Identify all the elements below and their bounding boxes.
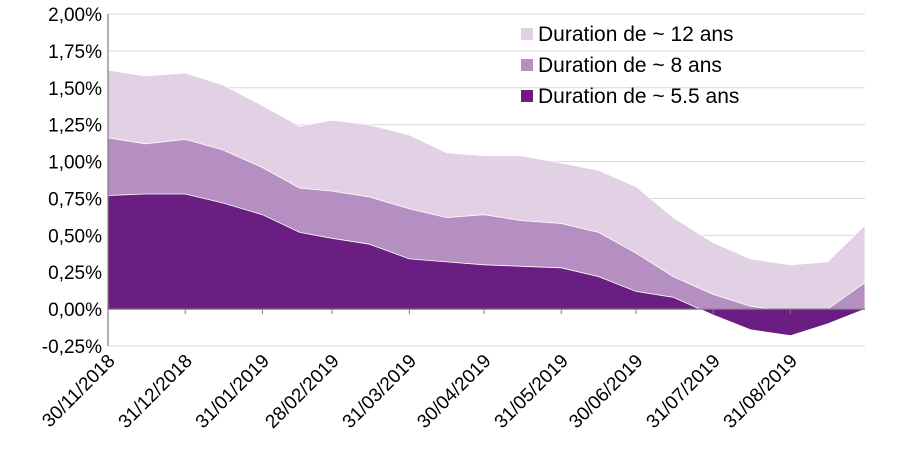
y-tick-label: 1,75% [48,42,102,63]
x-tick-labels: 30/11/201831/12/201831/01/201928/02/2019… [38,309,802,433]
x-tick-label: 30/06/2019 [565,351,647,433]
legend-label: Duration de ~ 5.5 ans [538,85,739,108]
legend-label: Duration de ~ 12 ans [538,23,734,46]
legend: Duration de ~ 12 ans Duration de ~ 8 ans D… [521,23,739,108]
x-tick-label: 31/07/2019 [643,351,725,433]
series-areas [107,69,866,337]
x-tick-label: 31/12/2018 [115,351,197,433]
y-tick-label: 1,25% [48,116,102,137]
x-tick-label: 30/11/2018 [38,351,119,432]
y-tick-label: 0,50% [48,226,102,247]
y-tick-label: 2,00% [48,5,102,26]
legend-swatch [521,28,533,40]
x-tick-label: 30/04/2019 [413,351,495,433]
y-tick-label: 0,00% [48,300,102,321]
y-tick-label: 0,25% [48,263,102,284]
legend-swatch [521,59,533,71]
axes [107,14,865,346]
y-tick-label: 0,75% [48,189,102,210]
y-tick-label: -0,25% [42,337,102,358]
y-tick-label: 1,00% [48,153,102,174]
x-tick-label: 28/02/2019 [262,351,344,433]
y-tick-label: 1,50% [48,79,102,100]
x-tick-label: 31/01/2019 [192,351,274,433]
legend-swatch [521,90,533,102]
x-tick-label: 31/08/2019 [720,351,802,433]
area-series-2 [107,193,866,337]
legend-label: Duration de ~ 8 ans [538,54,722,77]
x-tick-label: 31/03/2019 [339,351,421,433]
x-tick-label: 31/05/2019 [491,351,573,433]
y-tick-labels: 2,00% 1,75% 1,50% 1,25% 1,00% 0,75% 0,50% 0,25%… [42,5,102,358]
